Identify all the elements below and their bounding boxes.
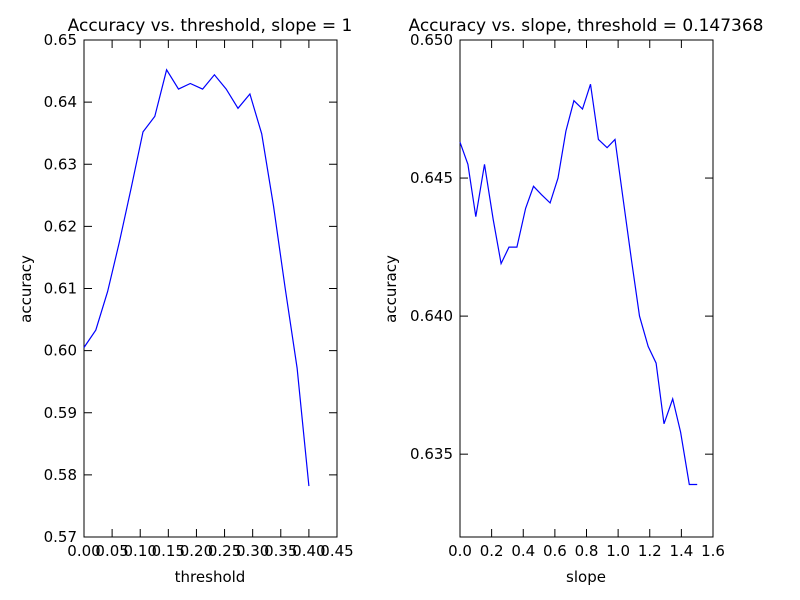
x-tick-label-slope: 1.2	[638, 542, 662, 560]
y-tick-label-threshold: 0.61	[44, 280, 77, 298]
y-tick-label-threshold: 0.57	[44, 528, 77, 546]
x-tick-label-slope: 0.0	[448, 542, 472, 560]
x-axis-label-slope: slope	[566, 568, 606, 586]
x-tick-label-slope: 0.8	[575, 542, 599, 560]
x-tick-label-threshold: 0.05	[95, 542, 128, 560]
chart-title-slope: Accuracy vs. slope, threshold = 0.147368	[408, 16, 763, 36]
plot-frame-threshold	[83, 39, 338, 538]
x-tick-label-threshold: 0.35	[264, 542, 297, 560]
x-tick-label-threshold: 0.20	[180, 542, 213, 560]
y-tick-label-threshold: 0.63	[44, 155, 77, 173]
y-tick-label-threshold: 0.58	[44, 466, 77, 484]
plot-frame-slope	[459, 39, 714, 538]
x-ticks-slope: 0.0 0.2 0.4 0.6 0.8 1.0 1.2 1.4 1.6	[448, 40, 725, 560]
accuracy-line-slope	[459, 84, 698, 486]
y-tick-label-threshold: 0.59	[44, 404, 77, 422]
y-ticks-threshold: 0.57 0.58 0.59 0.60 0.61 0.62 0.63 0.64 0.65	[44, 31, 337, 546]
y-ticks-slope: 0.635 0.640 0.645 0.650	[410, 31, 713, 463]
y-tick-label-slope: 0.640	[410, 307, 453, 325]
y-axis-label-threshold: accuracy	[17, 255, 35, 323]
x-tick-label-slope: 1.4	[669, 542, 693, 560]
x-tick-label-slope: 0.6	[543, 542, 567, 560]
x-tick-label-threshold: 0.00	[67, 542, 100, 560]
y-tick-label-threshold: 0.62	[44, 217, 77, 235]
y-tick-label-slope: 0.650	[410, 31, 453, 49]
chart-threshold: Accuracy vs. threshold, slope = 1 thresh…	[17, 16, 354, 586]
y-tick-label-threshold: 0.64	[44, 93, 77, 111]
y-tick-label-threshold: 0.65	[44, 31, 77, 49]
x-tick-label-slope: 0.2	[480, 542, 504, 560]
y-tick-label-slope: 0.645	[410, 169, 453, 187]
chart-slope: Accuracy vs. slope, threshold = 0.147368…	[382, 16, 764, 586]
x-tick-label-threshold: 0.25	[208, 542, 241, 560]
x-tick-label-slope: 1.6	[701, 542, 725, 560]
y-tick-label-threshold: 0.60	[44, 342, 77, 360]
x-tick-label-threshold: 0.45	[320, 542, 353, 560]
x-tick-label-threshold: 0.10	[124, 542, 157, 560]
x-tick-label-slope: 1.0	[606, 542, 630, 560]
x-axis-label-threshold: threshold	[175, 568, 246, 586]
y-tick-label-slope: 0.635	[410, 445, 453, 463]
x-ticks-threshold: 0.000.050.100.150.200.250.300.350.400.45	[67, 40, 354, 560]
x-tick-label-threshold: 0.15	[152, 542, 185, 560]
x-tick-label-slope: 0.4	[511, 542, 535, 560]
accuracy-line-threshold	[83, 68, 310, 487]
x-tick-label-threshold: 0.40	[292, 542, 325, 560]
y-axis-label-slope: accuracy	[382, 255, 400, 323]
chart-title-threshold: Accuracy vs. threshold, slope = 1	[68, 16, 353, 36]
x-tick-label-threshold: 0.30	[236, 542, 269, 560]
